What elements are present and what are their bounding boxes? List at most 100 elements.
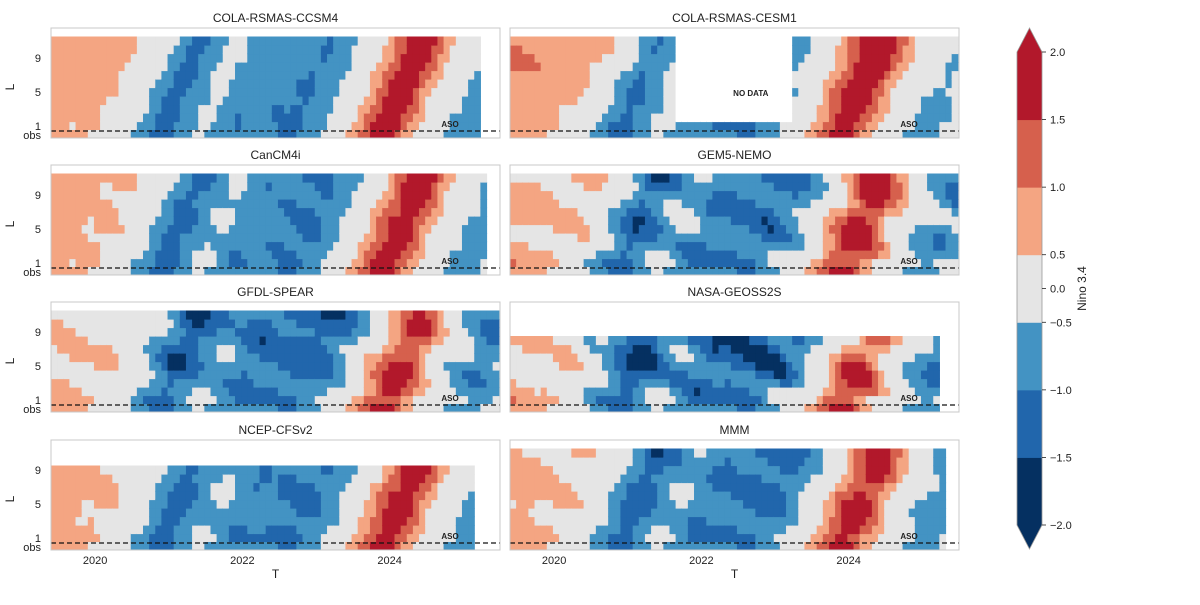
heatmap-cell <box>106 379 113 388</box>
heatmap-cell <box>161 45 168 54</box>
heatmap-cell <box>553 242 560 251</box>
heatmap-cell <box>450 105 457 114</box>
heatmap-cell <box>835 353 842 362</box>
heatmap-cell <box>302 387 309 396</box>
heatmap-cell <box>522 233 529 242</box>
heatmap-cell <box>69 174 76 183</box>
heatmap-cell <box>352 387 359 396</box>
heatmap-cell <box>125 259 132 268</box>
heatmap-cell <box>651 113 658 122</box>
heatmap-cell <box>376 62 383 71</box>
heatmap-cell <box>253 362 260 371</box>
heatmap-cell <box>217 105 224 114</box>
heatmap-cell <box>168 336 175 345</box>
heatmap-cell <box>174 71 181 80</box>
heatmap-cell <box>933 62 940 71</box>
heatmap-cell <box>143 191 150 200</box>
heatmap-cell <box>339 113 346 122</box>
heatmap-cell <box>57 233 64 242</box>
heatmap-cell <box>676 345 683 354</box>
heatmap-cell <box>296 328 303 337</box>
heatmap-cell <box>376 259 383 268</box>
heatmap-cell <box>57 88 64 97</box>
heatmap-cell <box>327 362 334 371</box>
heatmap-cell <box>480 362 487 371</box>
heatmap-cell <box>413 199 420 208</box>
heatmap-cell <box>633 242 640 251</box>
heatmap-cell <box>737 45 744 54</box>
heatmap-cell <box>315 54 322 63</box>
heatmap-cell <box>743 62 750 71</box>
heatmap-cell <box>112 45 119 54</box>
heatmap-cell <box>688 199 695 208</box>
heatmap-cell <box>229 336 236 345</box>
heatmap-cell <box>903 233 910 242</box>
heatmap-cell <box>590 45 597 54</box>
heatmap-cell <box>872 37 879 46</box>
heatmap-cell <box>462 259 469 268</box>
heatmap-cell <box>51 37 58 46</box>
heatmap-cell <box>333 336 340 345</box>
heatmap-cell <box>712 379 719 388</box>
heatmap-cell <box>444 328 451 337</box>
heatmap-cell <box>719 370 726 379</box>
heatmap-cell <box>413 233 420 242</box>
heatmap-cell <box>780 345 787 354</box>
heatmap-cell <box>143 233 150 242</box>
heatmap-cell <box>768 79 775 88</box>
heatmap-cell <box>57 122 64 131</box>
heatmap-cell <box>584 345 591 354</box>
heatmap-cell <box>516 353 523 362</box>
heatmap-cell <box>620 208 627 217</box>
heatmap-cell <box>217 174 224 183</box>
heatmap-cell <box>456 45 463 54</box>
heatmap-cell <box>155 174 162 183</box>
heatmap-cell <box>284 345 291 354</box>
heatmap-cell <box>333 387 340 396</box>
heatmap-cell <box>682 379 689 388</box>
heatmap-cell <box>547 379 554 388</box>
heatmap-cell <box>480 242 487 251</box>
heatmap-cell <box>247 259 254 268</box>
heatmap-cell <box>590 225 597 234</box>
heatmap-cell <box>272 88 279 97</box>
heatmap-cell <box>688 208 695 217</box>
heatmap-cell <box>241 182 248 191</box>
heatmap-cell <box>137 62 144 71</box>
heatmap-cell <box>431 45 438 54</box>
heatmap-cell <box>847 225 854 234</box>
heatmap-cell <box>431 105 438 114</box>
heatmap-cell <box>872 88 879 97</box>
heatmap-cell <box>51 353 58 362</box>
heatmap-cell <box>651 233 658 242</box>
heatmap-cell <box>700 45 707 54</box>
heatmap-cell <box>352 328 359 337</box>
heatmap-cell <box>541 233 548 242</box>
heatmap-cell <box>321 319 328 328</box>
heatmap-cell <box>69 362 76 371</box>
heatmap-cell <box>51 379 58 388</box>
heatmap-cell <box>712 387 719 396</box>
heatmap-cell <box>266 242 273 251</box>
heatmap-cell <box>921 242 928 251</box>
heatmap-cell <box>608 88 615 97</box>
heatmap-cell <box>571 379 578 388</box>
heatmap-cell <box>811 225 818 234</box>
heatmap-cell <box>161 96 168 105</box>
heatmap-cell <box>614 37 621 46</box>
heatmap-cell <box>737 379 744 388</box>
heatmap-cell <box>302 319 309 328</box>
heatmap-cell <box>725 182 732 191</box>
heatmap-cell <box>927 242 934 251</box>
heatmap-cell <box>522 208 529 217</box>
heatmap-cell <box>253 45 260 54</box>
heatmap-cell <box>590 62 597 71</box>
heatmap-cell <box>260 379 267 388</box>
heatmap-cell <box>63 105 70 114</box>
heatmap-cell <box>309 259 316 268</box>
heatmap-cell <box>866 113 873 122</box>
heatmap-cell <box>161 199 168 208</box>
heatmap-cell <box>712 122 719 131</box>
heatmap-cell <box>376 37 383 46</box>
heatmap-cell <box>425 379 432 388</box>
